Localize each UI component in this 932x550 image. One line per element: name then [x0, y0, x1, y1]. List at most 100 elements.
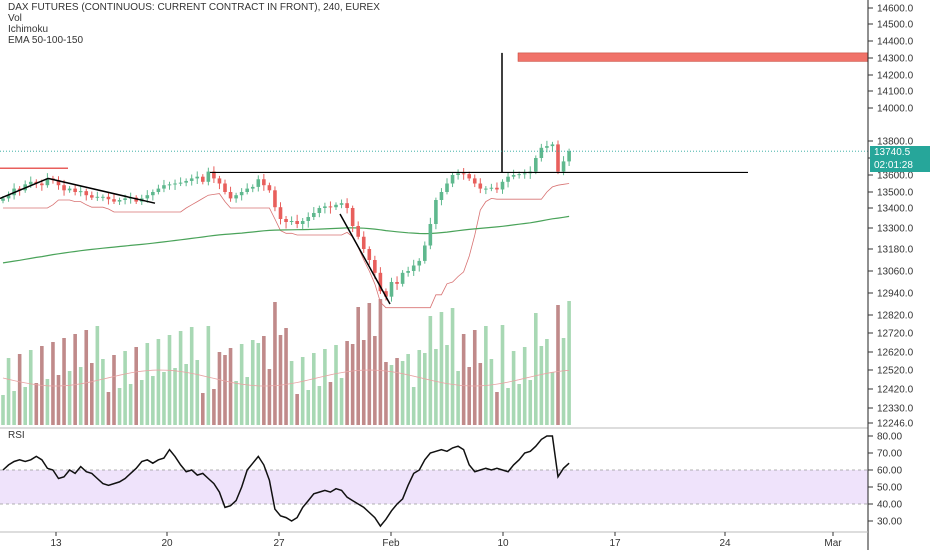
volume-bar [373, 336, 377, 425]
time-axis-label: Mar [824, 538, 842, 549]
candle-body [545, 146, 549, 148]
volume-bar [445, 345, 449, 425]
candle-body [317, 208, 322, 213]
volume-bar [245, 377, 249, 425]
volume-bar [472, 330, 477, 425]
candle-body [245, 188, 249, 192]
candle-body [101, 196, 105, 198]
volume-bar [184, 364, 188, 425]
volume-bar [256, 343, 261, 425]
candle-body [84, 191, 89, 196]
candle-body [495, 187, 499, 190]
volume-bar [434, 349, 438, 425]
volume-bar [23, 387, 27, 425]
candle-body [306, 217, 311, 221]
rsi-axis-label: 80.00 [877, 432, 902, 443]
volume-bar [500, 325, 505, 425]
volume-bar [328, 382, 333, 425]
candle-body [234, 195, 238, 199]
candle-body [406, 271, 410, 273]
volume-bar [567, 301, 571, 425]
candle-body [178, 182, 183, 184]
volume-bar [561, 338, 566, 425]
volume-bar [45, 379, 50, 425]
candle-body [206, 171, 211, 182]
candle-body [339, 203, 344, 205]
volume-bar [306, 390, 311, 425]
candle-body [356, 226, 360, 237]
volume-bar [234, 381, 238, 425]
price-axis-label: 13060.0 [877, 267, 914, 278]
volume-bar [456, 371, 460, 425]
rsi-axis-label: 70.00 [877, 449, 902, 460]
target-zone-box [517, 52, 869, 62]
candle-body [472, 178, 477, 184]
candle-body [467, 174, 471, 179]
candle-body [189, 178, 194, 181]
candle-body [62, 185, 66, 191]
candle-body [522, 173, 527, 175]
candle-body [428, 224, 433, 246]
candle-body [561, 161, 566, 172]
volume-bar [1, 395, 5, 425]
volume-bar [206, 326, 211, 425]
trendline-decline [339, 213, 391, 305]
candle-body [328, 206, 333, 208]
volume-bar [300, 357, 305, 425]
volume-bar [522, 347, 527, 425]
volume-bar [484, 326, 488, 425]
candle-body [145, 195, 150, 199]
candle-body [67, 188, 72, 191]
volume-bar [28, 350, 33, 425]
candle-body [478, 183, 483, 189]
candle-body [6, 195, 11, 199]
volume-bar [56, 375, 61, 425]
trendline-left-down [47, 177, 156, 204]
volume-bar [539, 346, 544, 425]
candle-body [151, 192, 155, 196]
volume-bar [178, 331, 183, 425]
candle-body [117, 200, 122, 202]
price-axis-label: 13600.0 [877, 171, 914, 182]
candle-body [45, 178, 50, 186]
price-axis-label: 14400.0 [877, 37, 914, 48]
candle-body [345, 203, 349, 208]
rsi-axis-label: 40.00 [877, 500, 902, 511]
volume-bar [267, 369, 272, 425]
trendline-left-up [0, 177, 49, 200]
volume-bar [284, 328, 288, 425]
legend-vol: Vol [8, 13, 22, 24]
candle-body [517, 174, 521, 176]
volume-bar [439, 312, 444, 425]
candle-body [384, 291, 388, 297]
volume-bar [384, 362, 388, 425]
volume-bar [378, 299, 383, 425]
price-axis-label: 13800.0 [877, 137, 914, 148]
volume-bar [534, 313, 538, 425]
volume-bar [117, 388, 122, 425]
volume-bar [495, 392, 499, 425]
price-axis-label: 14100.0 [877, 87, 914, 98]
price-axis-label: 12330.0 [877, 404, 914, 415]
volume-bar [356, 307, 360, 425]
volume-bar [123, 351, 127, 425]
candle-body [400, 272, 405, 284]
volume-bar [195, 360, 200, 425]
volume-bar [84, 330, 89, 425]
price-axis-label: 12520.0 [877, 366, 914, 377]
volume-bar [212, 389, 216, 425]
time-axis-label: 17 [609, 538, 621, 549]
candle-body [500, 181, 505, 190]
legend-title: DAX FUTURES (CONTINUOUS: CURRENT CONTRAC… [8, 2, 380, 13]
volume-bar [128, 384, 133, 425]
volume-bar [361, 340, 366, 425]
candle-body [417, 260, 422, 266]
volume-bar [339, 378, 344, 425]
volume-bar [428, 316, 433, 425]
price-axis-label: 14200.0 [877, 71, 914, 82]
volume-bar [406, 354, 410, 425]
price-axis-label: 12720.0 [877, 329, 914, 340]
volume-bar [90, 363, 94, 425]
candle-body [162, 185, 166, 189]
ichimoku-line [3, 183, 570, 309]
